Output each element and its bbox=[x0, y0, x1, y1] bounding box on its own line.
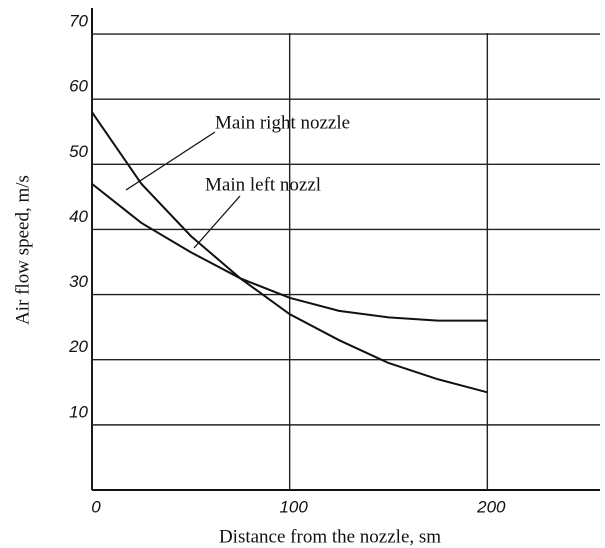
series-label: Main left nozzl bbox=[205, 174, 321, 195]
y-tick-label: 50 bbox=[69, 142, 88, 161]
annotation-arrow bbox=[193, 195, 241, 249]
y-tick-label: 40 bbox=[69, 207, 88, 226]
y-tick-label: 60 bbox=[69, 77, 88, 96]
series-line bbox=[91, 183, 488, 322]
x-axis-label: Distance from the nozzle, sm bbox=[219, 526, 441, 547]
y-tick-label: 20 bbox=[68, 337, 88, 356]
y-tick-label: 70 bbox=[69, 12, 88, 31]
y-tick-label: 30 bbox=[69, 272, 88, 291]
x-tick-label: 0 bbox=[91, 497, 101, 516]
series-label: Main right nozzle bbox=[215, 112, 350, 133]
y-axis-label: Air flow speed, m/s bbox=[12, 175, 33, 325]
y-tick-label: 10 bbox=[69, 402, 88, 421]
annotation-arrow bbox=[125, 131, 216, 191]
x-tick-label: 200 bbox=[476, 497, 506, 516]
series-line bbox=[91, 111, 488, 394]
x-tick-label: 100 bbox=[279, 497, 308, 516]
